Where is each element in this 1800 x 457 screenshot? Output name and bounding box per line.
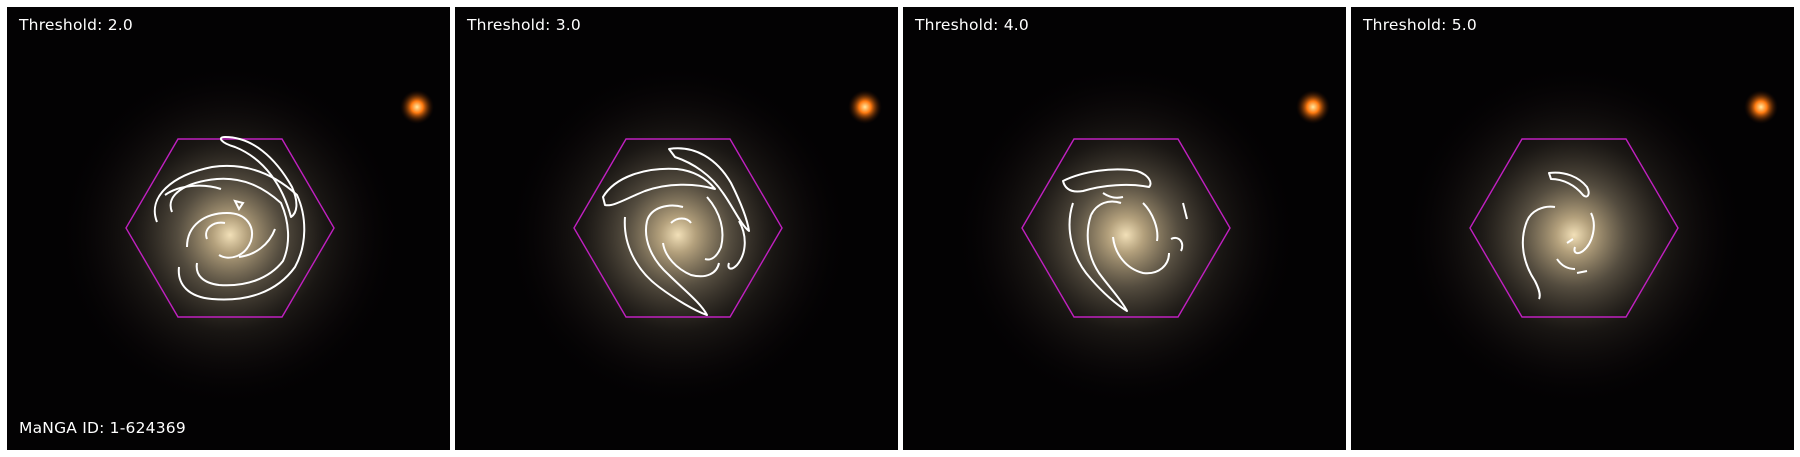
threshold-label: Threshold: 5.0 (1363, 16, 1477, 34)
arm-contours (1521, 171, 1595, 300)
ifu-hexagon (125, 138, 335, 318)
panel-threshold-5: Threshold: 5.0 (1351, 7, 1794, 450)
galaxy-disk (503, 60, 853, 410)
manga-id-label: MaNGA ID: 1-624369 (19, 419, 186, 437)
galaxy-disk (55, 60, 405, 410)
arm-contours (153, 136, 306, 301)
foreground-star (848, 90, 882, 124)
threshold-label: Threshold: 4.0 (915, 16, 1029, 34)
ifu-hexagon (1021, 138, 1231, 318)
arm-contours (602, 147, 750, 316)
galaxy-disk (951, 60, 1301, 410)
panel-threshold-4: Threshold: 4.0 (903, 7, 1346, 450)
arm-contours (1062, 168, 1188, 312)
foreground-star (400, 90, 434, 124)
ifu-hexagon (573, 138, 783, 318)
panel-threshold-3: Threshold: 3.0 (455, 7, 898, 450)
galaxy-image-3 (903, 7, 1346, 450)
foreground-star (1744, 90, 1778, 124)
contour-fragment (233, 199, 245, 211)
ifu-hexagon (1469, 138, 1679, 318)
galaxy-image-4 (1351, 7, 1794, 450)
figure-strip: Threshold: 2.0 MaNGA ID: 1-624369 (7, 7, 1794, 450)
threshold-label: Threshold: 2.0 (19, 16, 133, 34)
foreground-star (1296, 90, 1330, 124)
galaxy-disk (1399, 60, 1749, 410)
panel-threshold-2: Threshold: 2.0 MaNGA ID: 1-624369 (7, 7, 450, 450)
threshold-label: Threshold: 3.0 (467, 16, 581, 34)
galaxy-image-1 (7, 7, 450, 450)
galaxy-image-2 (455, 7, 898, 450)
